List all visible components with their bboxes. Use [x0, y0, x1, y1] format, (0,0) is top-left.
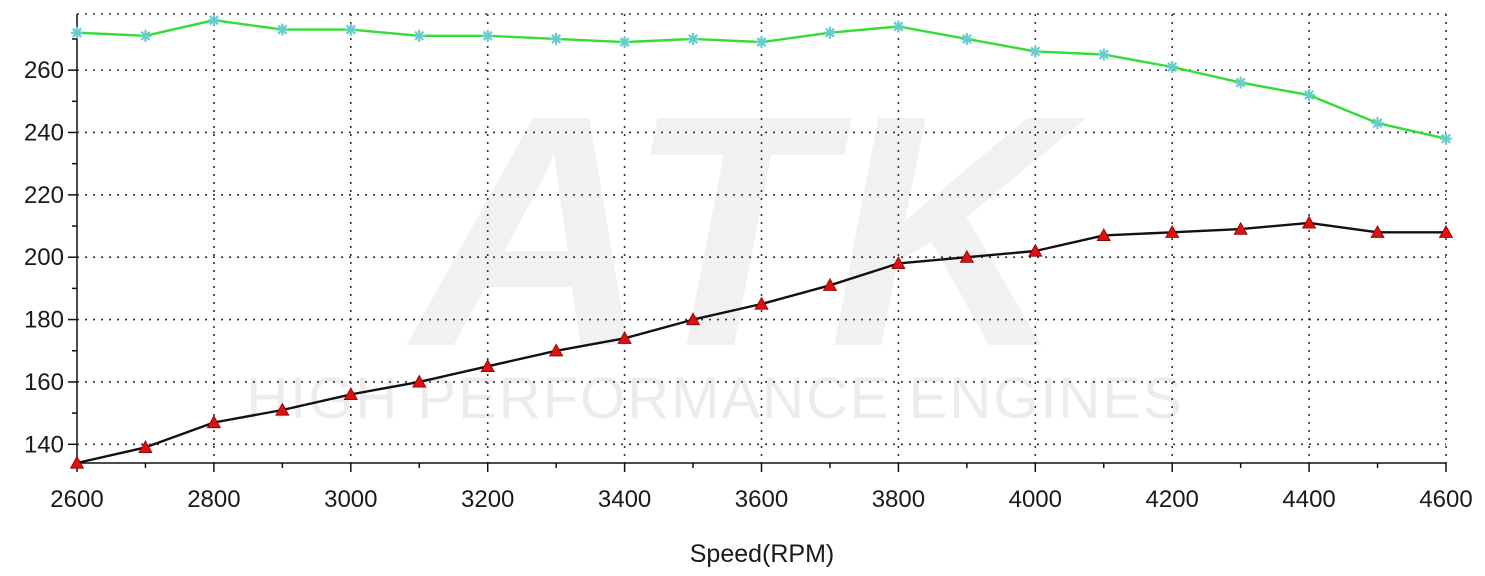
series-1-point [480, 359, 495, 372]
series-0-point [1097, 48, 1110, 61]
series-0-point [618, 36, 631, 49]
series-1-point [1028, 243, 1043, 257]
x-tick-label: 3400 [598, 486, 651, 513]
y-tick-label: 220 [24, 182, 64, 209]
series-0-point [755, 36, 768, 49]
series-1-point [891, 256, 906, 270]
series-1-point [685, 312, 701, 326]
series-0-point [207, 14, 220, 27]
series-0-point [687, 32, 700, 45]
watermark-tagline: HIGH PERFORMANCE ENGINES [246, 366, 1183, 431]
series-1-point [1438, 224, 1454, 238]
x-axis-title: Speed(RPM) [690, 540, 835, 568]
series-1-point [617, 330, 632, 344]
series-0-point [344, 23, 357, 36]
x-tick-label: 4200 [1146, 486, 1199, 513]
series-0 [71, 14, 1452, 145]
series-0-point [823, 26, 836, 39]
series-1-point [69, 455, 85, 469]
series-1-point [343, 387, 358, 401]
series-1-point [1233, 221, 1248, 235]
series-0-point [550, 32, 563, 45]
series-1-point [959, 249, 975, 263]
watermark-logo-text: ATK [403, 46, 1092, 415]
series-1-point [1096, 228, 1111, 241]
x-tick-label: 3000 [324, 486, 377, 513]
series-1-point [138, 440, 153, 454]
series-0-point [960, 32, 973, 45]
series-1-point [1165, 224, 1180, 238]
y-tick-label: 260 [24, 57, 64, 84]
atk-watermark: ATK HIGH PERFORMANCE ENGINES [246, 46, 1183, 431]
series-0-point [139, 29, 152, 42]
series-0-point [892, 20, 905, 33]
series-1-point [412, 374, 427, 388]
series-1-point [822, 277, 838, 291]
x-tick-label: 4600 [1419, 486, 1472, 513]
y-tick-label: 160 [24, 369, 64, 396]
y-tick-label: 200 [24, 244, 64, 271]
series-0-point [481, 29, 494, 42]
series-0-point [1303, 89, 1316, 102]
series-0-point [413, 29, 426, 42]
series-1-point [548, 343, 564, 357]
y-tick-label: 140 [24, 431, 64, 458]
series-0-point [276, 23, 289, 36]
series-1-point [754, 296, 769, 310]
series-0-point [1166, 61, 1179, 74]
series-0-point [1371, 117, 1384, 130]
x-tick-label: 2600 [50, 486, 103, 513]
series-1-point [275, 402, 290, 416]
series-0-point [1029, 45, 1042, 58]
x-tick-label: 3600 [735, 486, 788, 513]
series-1-point [206, 415, 222, 429]
x-axis-ticks: 2600 2800 3000 3200 3400 3600 3800 4000 4200 4400… [50, 463, 1473, 513]
series-1-point [1301, 215, 1317, 229]
x-tick-label: 3200 [461, 486, 514, 513]
series-0-point [1440, 132, 1452, 145]
x-tick-label: 3800 [872, 486, 925, 513]
y-tick-label: 180 [24, 307, 64, 334]
y-tick-label: 240 [24, 119, 64, 146]
y-axis-ticks: 140 160 180 200 220 240 260 [24, 38, 77, 458]
series-0-point [1234, 76, 1247, 89]
series-0-point [71, 26, 83, 39]
series-1 [69, 215, 1454, 469]
x-tick-label: 4000 [1009, 486, 1062, 513]
grid-lines [77, 13, 1447, 463]
x-tick-label: 2800 [187, 486, 240, 513]
x-tick-label: 4400 [1282, 486, 1335, 513]
series-layer [69, 14, 1454, 469]
series-1-point [1370, 224, 1385, 238]
